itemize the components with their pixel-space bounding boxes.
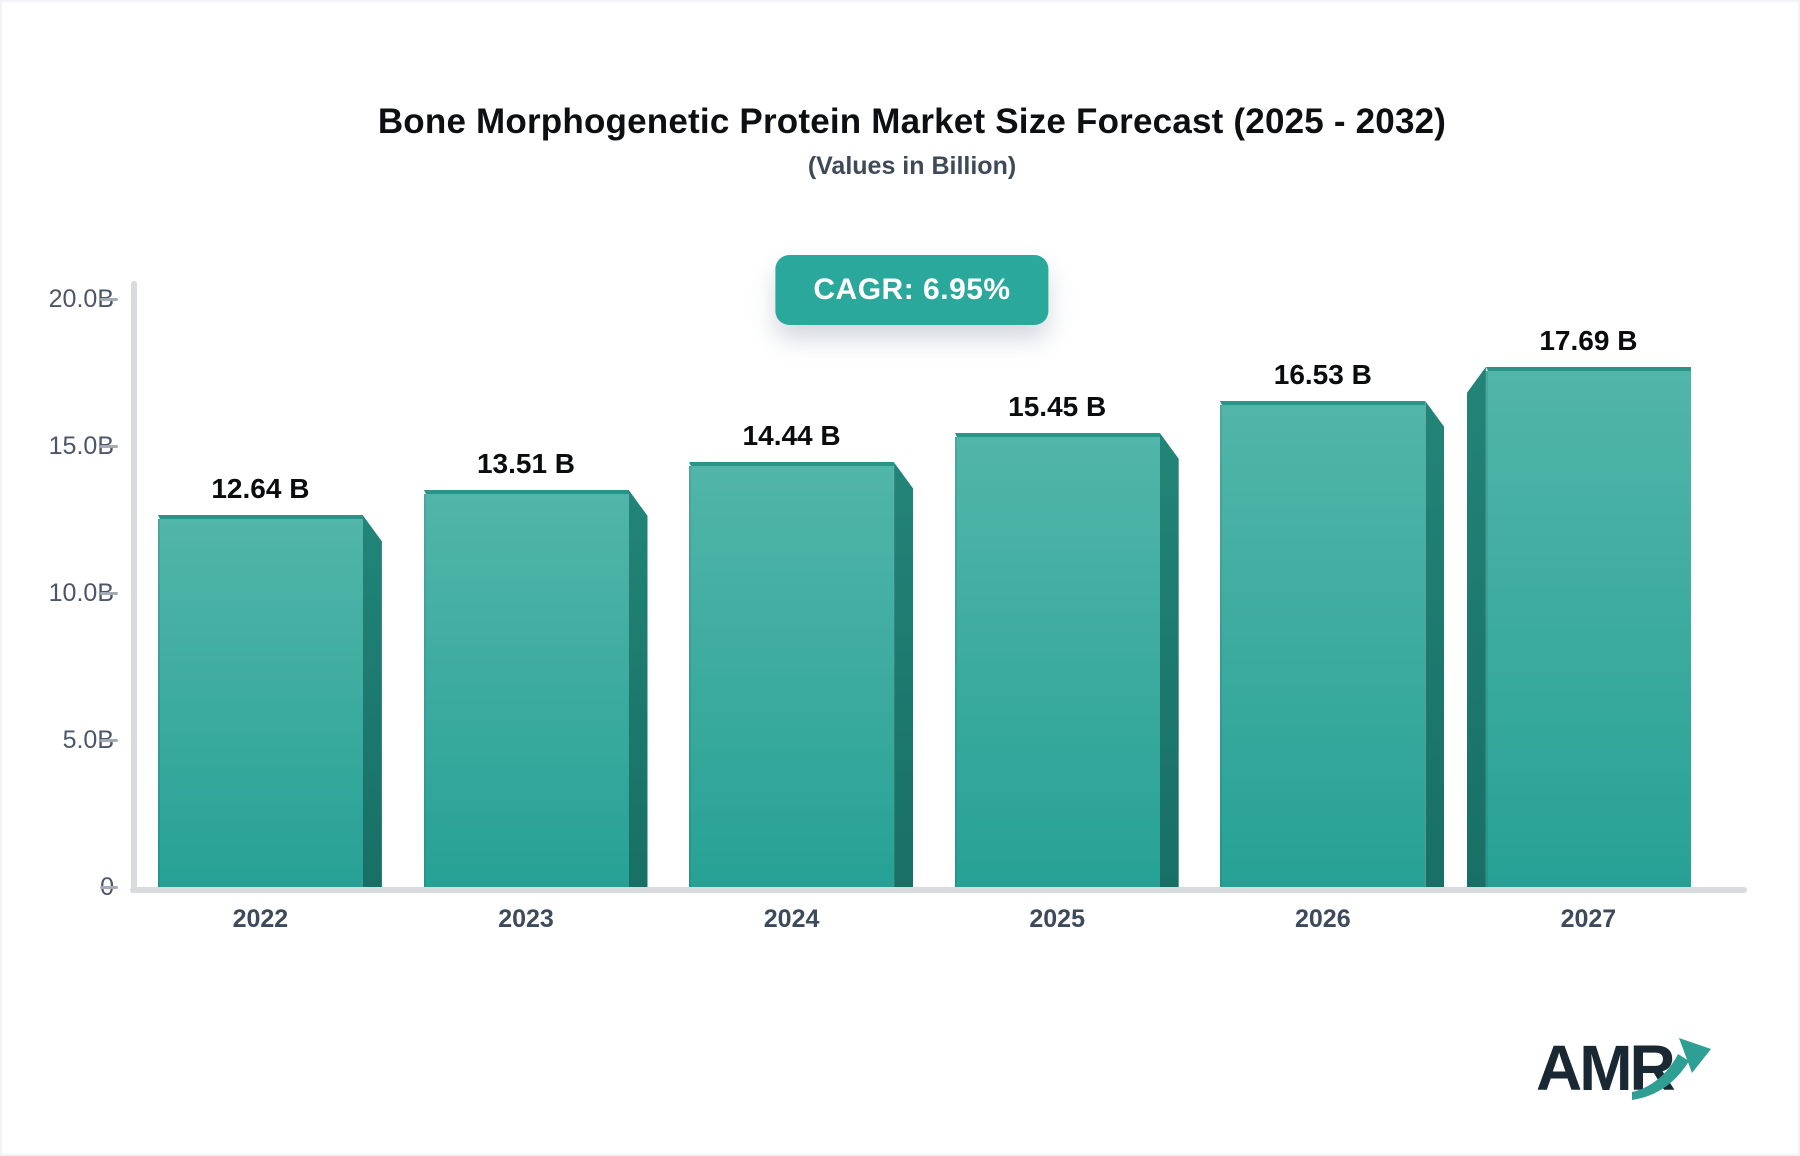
bar-side-3d [1159, 432, 1179, 887]
brand-arrow-icon [1632, 1038, 1711, 1100]
bar-face [157, 515, 363, 887]
bar-face [1485, 366, 1691, 887]
cagr-badge: CAGR: 6.95% [775, 255, 1049, 325]
bar-side-3d [1466, 366, 1486, 887]
x-category-label: 2022 [232, 905, 289, 933]
bar-value-label: 14.44 B [742, 420, 841, 452]
x-category-label: 2026 [1294, 905, 1351, 933]
y-tick-dash [100, 738, 118, 742]
y-axis-line [131, 281, 137, 893]
x-category-label: 2025 [1029, 905, 1085, 933]
bar-face [423, 489, 629, 887]
bar-side-3d [894, 462, 914, 887]
y-tick-dash [100, 444, 118, 448]
y-tick-dash [100, 885, 118, 889]
chart-subtitle: (Values in Billion) [807, 152, 1017, 180]
x-category-label: 2023 [498, 905, 554, 933]
x-axis-line [130, 887, 1747, 893]
bar-face [689, 462, 895, 887]
bar-side-3d [362, 515, 382, 887]
bar-face [954, 432, 1160, 887]
bar-value-label: 17.69 B [1539, 324, 1638, 356]
y-tick-dash [100, 591, 118, 595]
brand-logo: AMR [1536, 1036, 1711, 1111]
bar-value-label: 15.45 B [1008, 390, 1107, 422]
y-tick-dash [100, 297, 118, 301]
bar-value-label: 13.51 B [476, 447, 576, 479]
x-category-label: 2024 [763, 905, 820, 933]
chart-title: Bone Morphogenetic Protein Market Size F… [377, 102, 1447, 141]
bar-side-3d [628, 489, 648, 887]
bar-face [1220, 401, 1426, 887]
bar-side-3d [1425, 401, 1445, 887]
bar-value-label: 16.53 B [1273, 359, 1372, 391]
x-category-label: 2027 [1560, 905, 1617, 933]
bar-value-label: 12.64 B [211, 473, 310, 505]
